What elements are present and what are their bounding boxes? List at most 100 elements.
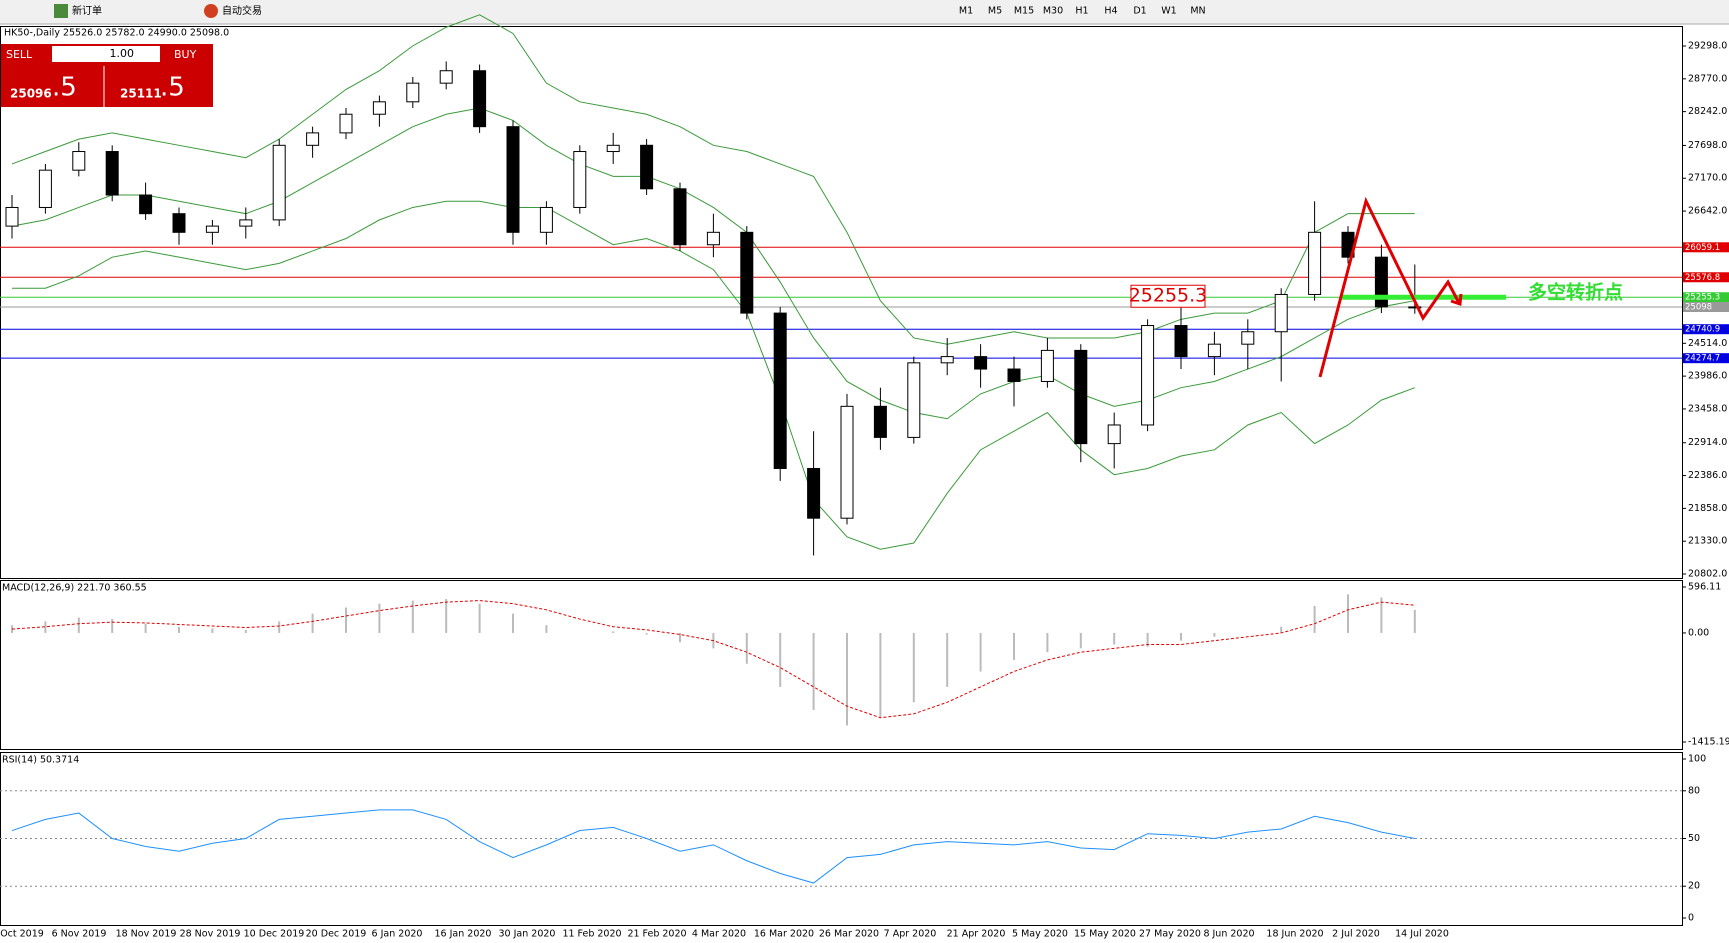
date-label: 21 Feb 2020 bbox=[627, 929, 686, 940]
price-tick-label: 28770.0 bbox=[1688, 73, 1727, 84]
date-label: 2 Jul 2020 bbox=[1332, 929, 1380, 940]
chart-header: HK50-,Daily 25526.0 25782.0 24990.0 2509… bbox=[4, 28, 229, 39]
rsi-label: RSI(14) 50.3714 bbox=[2, 755, 79, 766]
macd-bar bbox=[378, 603, 381, 633]
macd-bar bbox=[1380, 597, 1383, 633]
macd-bar bbox=[679, 632, 681, 643]
macd-tick-label: 0.00 bbox=[1688, 627, 1709, 638]
macd-bar bbox=[1146, 632, 1149, 647]
candle-body bbox=[1174, 325, 1188, 358]
rsi-tick-label: 20 bbox=[1688, 881, 1700, 892]
candle-body bbox=[1274, 293, 1288, 333]
annotation-price: 25255.3 bbox=[1129, 285, 1208, 307]
candle-body bbox=[5, 206, 19, 227]
pane-border bbox=[0, 26, 1683, 579]
macd-bar bbox=[1046, 632, 1049, 653]
date-label: 20 Dec 2019 bbox=[306, 929, 367, 940]
annotation-box bbox=[1130, 284, 1206, 308]
candle-body bbox=[1074, 349, 1088, 445]
macd-bar bbox=[445, 599, 448, 633]
candle-body bbox=[239, 219, 253, 227]
macd-bar bbox=[1013, 632, 1015, 660]
auto-trading-icon[interactable] bbox=[204, 4, 218, 18]
candle-body bbox=[673, 188, 687, 246]
candle-body bbox=[1141, 325, 1155, 426]
candle-body bbox=[873, 405, 887, 438]
volume: 1.00 bbox=[110, 47, 135, 60]
buy-button[interactable]: BUY bbox=[174, 48, 197, 61]
new-order-icon[interactable] bbox=[54, 4, 68, 18]
candle-body bbox=[1374, 256, 1388, 308]
macd-bar bbox=[545, 625, 548, 633]
level-tag bbox=[1683, 292, 1729, 303]
timeframe-button[interactable]: H1 bbox=[1075, 6, 1088, 17]
rsi-tick-label: 50 bbox=[1688, 833, 1700, 844]
timeframe-button[interactable]: M5 bbox=[988, 6, 1002, 17]
timeframe-button[interactable]: M30 bbox=[1043, 6, 1063, 17]
macd-bar bbox=[745, 632, 748, 664]
timeframe-button[interactable]: M15 bbox=[1014, 6, 1034, 17]
timeframe-button[interactable]: M1 bbox=[959, 6, 973, 17]
macd-bar bbox=[1180, 632, 1182, 641]
rsi-tick-label: 80 bbox=[1688, 785, 1700, 796]
macd-bar bbox=[512, 613, 514, 633]
candle-body bbox=[1241, 331, 1255, 345]
macd-bar bbox=[44, 621, 47, 633]
macd-tick-label: 596.11 bbox=[1688, 582, 1721, 593]
candle-body bbox=[740, 231, 754, 314]
macd-tick-label: -1415.19 bbox=[1688, 737, 1729, 748]
level-tag bbox=[1683, 324, 1729, 335]
price-tick-label: 27698.0 bbox=[1688, 140, 1727, 151]
macd-bar bbox=[311, 613, 314, 633]
candle-body bbox=[840, 405, 854, 519]
macd-bar bbox=[779, 632, 782, 687]
timeframe-button[interactable]: MN bbox=[1190, 6, 1205, 17]
price-tick-label: 22914.0 bbox=[1688, 437, 1727, 448]
date-label: 16 Jan 2020 bbox=[435, 929, 492, 940]
rsi-tick-label: 0 bbox=[1688, 913, 1694, 924]
macd-bar bbox=[1113, 632, 1116, 645]
candle-body bbox=[506, 126, 520, 233]
price-tick-label: 28242.0 bbox=[1688, 106, 1727, 117]
macd-bar bbox=[478, 603, 481, 633]
date-label: 18 Nov 2019 bbox=[116, 929, 177, 940]
buy-price-tail[interactable]: .5 bbox=[160, 73, 185, 103]
auto-trading-button[interactable]: 自动交易 bbox=[222, 4, 262, 17]
date-label: Oct 2019 bbox=[0, 929, 44, 940]
macd-bar bbox=[812, 632, 815, 711]
timeframe-button[interactable]: H4 bbox=[1104, 6, 1117, 17]
timeframe-button[interactable]: W1 bbox=[1161, 6, 1176, 17]
candle-body bbox=[606, 144, 620, 153]
sell-button[interactable]: SELL bbox=[6, 48, 33, 61]
candle-body bbox=[306, 132, 320, 146]
level-tag bbox=[1683, 353, 1729, 364]
candle-body bbox=[974, 356, 988, 370]
trend-arrow bbox=[1318, 196, 1463, 378]
level-label: 25255.3 bbox=[1685, 293, 1720, 303]
volume-field[interactable] bbox=[52, 46, 160, 62]
level-label: 25576.8 bbox=[1685, 273, 1720, 283]
price-tick-label: 23458.0 bbox=[1688, 403, 1727, 414]
timeframe-button[interactable]: D1 bbox=[1133, 6, 1146, 17]
sell-price-tail[interactable]: .5 bbox=[52, 73, 77, 103]
date-label: 15 May 2020 bbox=[1074, 929, 1136, 940]
candle-body bbox=[105, 151, 119, 196]
price-tick-label: 24514.0 bbox=[1688, 338, 1727, 349]
buy-price[interactable]: 25111 bbox=[120, 87, 162, 101]
level-tag bbox=[1683, 302, 1729, 313]
macd-bar bbox=[1213, 632, 1216, 637]
sell-price[interactable]: 25096 bbox=[10, 87, 52, 101]
macd-bar bbox=[946, 632, 949, 687]
candle-body bbox=[406, 82, 420, 103]
level-label: 26059.1 bbox=[1685, 243, 1720, 253]
candle-body bbox=[205, 225, 219, 233]
macd-bar bbox=[1347, 594, 1349, 633]
candle-body bbox=[807, 467, 821, 519]
price-tick-label: 21858.0 bbox=[1688, 503, 1727, 514]
new-order-button[interactable]: 新订单 bbox=[72, 4, 102, 17]
macd-bar bbox=[1313, 605, 1316, 633]
candle-body bbox=[339, 113, 353, 134]
candle-body bbox=[439, 70, 453, 84]
